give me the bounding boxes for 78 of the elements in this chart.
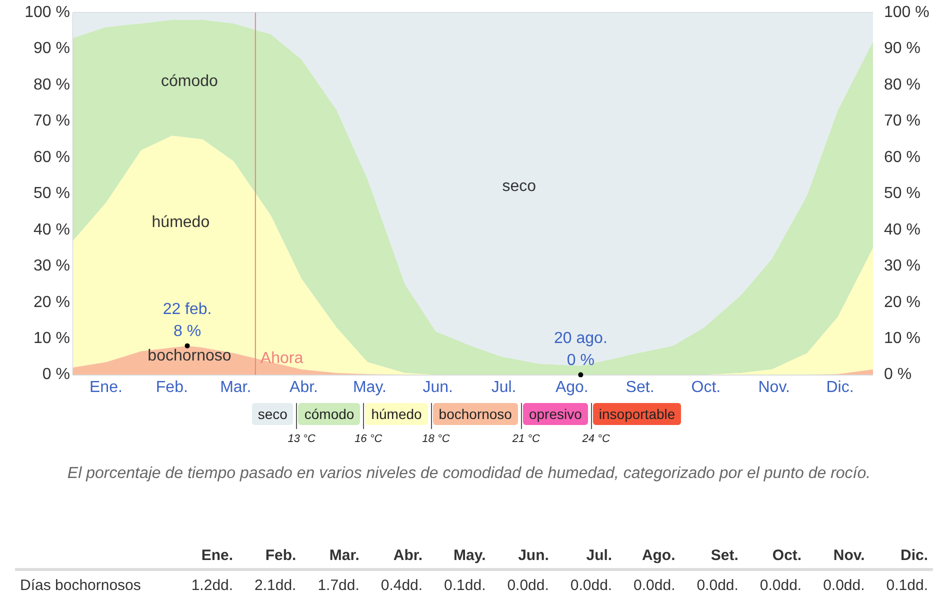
x-tick-label: Set.: [626, 378, 654, 396]
y-tick-label: 20 %: [34, 294, 70, 311]
category-label: Ene.: [174, 543, 238, 570]
text: cómodo: [298, 403, 360, 425]
x-tick-label: May.: [352, 378, 386, 396]
y-tick-label: 90 %: [34, 40, 70, 58]
data-label: 0.4dd.: [380, 576, 424, 596]
data-label: 0.0dd.: [822, 576, 866, 596]
x-tick-label: Oct.: [691, 378, 721, 396]
x-tick-label: Ene.: [90, 378, 122, 396]
y2-tick-label: 20 %: [884, 294, 920, 311]
annotation: 20 ago. 0 %: [554, 330, 608, 370]
y2-tick-label: 90 %: [884, 40, 920, 58]
text: insoportable: [592, 403, 682, 425]
text: Días bochornosos: [19, 576, 142, 596]
text: cómodo: [161, 72, 218, 90]
y-tick-label: 70 %: [34, 112, 70, 130]
data-label: 0.0dd.: [569, 576, 614, 596]
ref-line-label: Ahora: [260, 350, 304, 368]
series-label: bochornoso: [148, 347, 232, 364]
y2-tick-label: 80 %: [884, 76, 920, 94]
category-label: Nov.: [806, 543, 870, 570]
category-label: Set.: [680, 543, 744, 570]
y2-tick-label: 60 %: [884, 148, 920, 166]
data-label: 0.0dd.: [632, 576, 676, 596]
data-label: 0.1dd.: [885, 576, 929, 596]
y2-tick-label: 50 %: [884, 185, 920, 202]
text: 18 °C: [422, 433, 450, 445]
category-label: Oct.: [743, 543, 807, 570]
text: 24 °C: [582, 433, 610, 445]
category-label: May.: [428, 543, 491, 570]
data-label: 0.0dd.: [506, 576, 550, 596]
category-label: Dic.: [870, 543, 933, 570]
y-tick-label: 50 %: [34, 185, 70, 202]
y2-tick-label: 100 %: [884, 4, 930, 22]
y-tick-label: 80 %: [34, 76, 70, 94]
data-label: 1.7dd.: [316, 576, 360, 596]
y2-tick-label: 10 %: [884, 330, 920, 347]
text: 16 °C: [354, 433, 382, 445]
y2-tick-label: 70 %: [884, 112, 920, 130]
y-tick-label: 10 %: [34, 330, 70, 347]
category-label: Ago.: [617, 543, 680, 570]
x-tick-label: Feb.: [156, 378, 188, 396]
text: húmedo: [152, 214, 210, 232]
data-label: 0.0dd.: [758, 576, 803, 596]
annotation: 22 feb. 8 %: [162, 301, 212, 340]
x-tick-label: Nov.: [758, 378, 790, 396]
y-tick-label: 0 %: [42, 366, 70, 384]
y2-tick-label: 40 %: [884, 221, 920, 238]
x-tick-label: Dic.: [826, 378, 854, 396]
category-label: Jun.: [490, 543, 554, 570]
data-label: 0.1dd.: [443, 576, 487, 596]
data-label: 0.0dd.: [696, 576, 740, 596]
text: húmedo: [365, 403, 428, 425]
text: opresivo: [522, 403, 588, 425]
data-label: 1.2dd.: [190, 576, 234, 596]
category-label: Abr.: [364, 543, 428, 570]
x-tick-label: Jun.: [422, 378, 453, 396]
y-tick-label: 60 %: [34, 148, 70, 166]
x-tick-label: Jul.: [491, 378, 516, 396]
text: seco: [258, 406, 288, 422]
category-label: Jul.: [554, 543, 618, 570]
category-label: Feb.: [238, 543, 302, 570]
series-label: seco: [502, 178, 536, 195]
text: El porcentaje de tiempo pasado en varios niveles de comodidad de humedad, categorizado por el punto de rocío.: [66, 464, 872, 484]
y-tick-label: 100 %: [24, 4, 70, 22]
x-tick-label: Ago.: [555, 378, 588, 396]
x-tick-label: Mar.: [220, 378, 252, 396]
y2-tick-label: 30 %: [884, 258, 920, 275]
text: bochornoso: [438, 406, 512, 422]
y-tick-label: 30 %: [34, 258, 70, 275]
x-tick-label: Abr.: [290, 378, 318, 396]
text: 13 °C: [288, 433, 316, 445]
text: 21 °C: [512, 433, 540, 445]
y-tick-label: 40 %: [34, 221, 70, 238]
data-label: 2.1dd.: [254, 576, 298, 596]
y2-tick-label: 0 %: [884, 366, 912, 384]
category-label: Mar.: [301, 543, 364, 570]
